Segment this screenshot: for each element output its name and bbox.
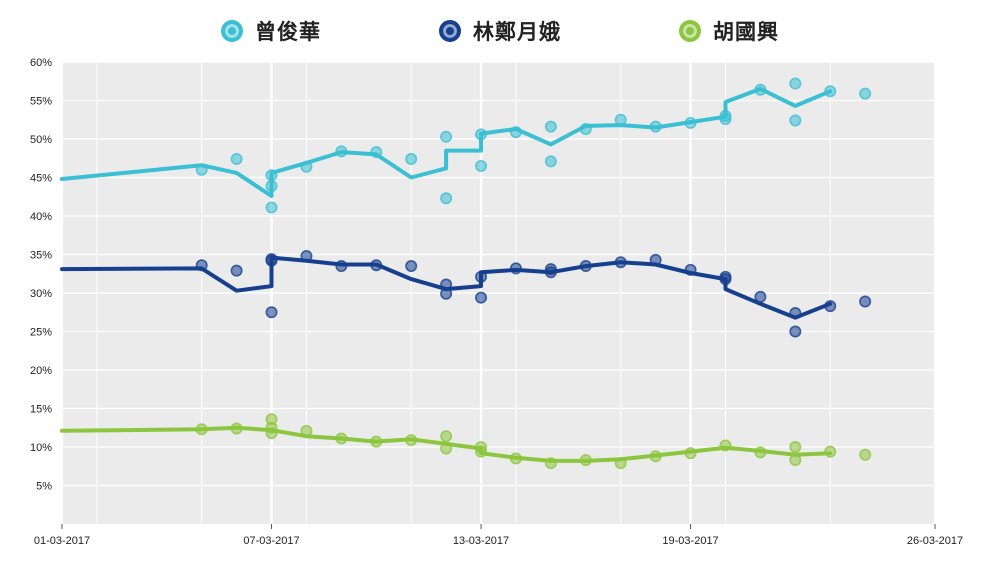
series-1-point-11 (475, 291, 488, 304)
series-1-line (60, 255, 833, 320)
series-1-point-26 (859, 295, 872, 308)
y-tick-label-8: 45% (30, 173, 52, 185)
series-0-line (60, 86, 833, 198)
legend-label-2: 胡國興 (713, 20, 779, 44)
legend-label-0: 曾俊華 (255, 20, 321, 44)
y-tick-label-11: 60% (30, 57, 52, 69)
series-0-point-9 (440, 192, 453, 205)
y-tick-label-10: 55% (30, 96, 52, 108)
series-0-point-26 (859, 87, 872, 100)
y-axis: 5% 10% 15% 20% 25% 30% 35% 40% 45% 50% 55% 60% (30, 57, 52, 493)
series-0-point-11 (475, 159, 488, 172)
series-2-point-24 (859, 448, 872, 461)
y-tick-label-2: 15% (30, 404, 52, 416)
series-1-point-8 (405, 260, 418, 273)
y-tick-label-0: 5% (36, 481, 52, 493)
y-tick-label-6: 35% (30, 250, 52, 262)
y-tick-label-4: 25% (30, 327, 52, 339)
x-tick-label-0: 01-03-2017 (34, 535, 90, 547)
series-1-point-1 (230, 264, 243, 277)
x-axis: 01-03-2017 07-03-2017 13-03-2017 19-03-2017… (34, 524, 963, 547)
series-layer (60, 77, 872, 470)
x-tick-label-4: 26-03-2017 (907, 535, 963, 547)
series-0-point-2 (265, 201, 278, 214)
series-0-point-23 (789, 114, 802, 127)
y-tick-label-3: 20% (30, 365, 52, 377)
series-0-point-8 (405, 153, 418, 166)
x-tick-label-3: 19-03-2017 (662, 535, 718, 547)
y-tick-label-1: 10% (30, 442, 52, 454)
series-0-point-1 (230, 153, 243, 166)
series-1-point-2 (265, 306, 278, 319)
y-tick-label-7: 40% (30, 211, 52, 223)
x-tick-label-1: 07-03-2017 (243, 535, 299, 547)
legend-swatch-2 (679, 20, 701, 42)
y-tick-label-9: 50% (30, 134, 52, 146)
legend-item-series-2[interactable]: 胡國興 (679, 16, 779, 46)
legend-item-series-0[interactable]: 曾俊華 (221, 16, 321, 46)
series-0 (60, 77, 872, 214)
series-0-point-15 (544, 120, 557, 133)
series-0-point-14 (544, 155, 557, 168)
legend-item-series-1[interactable]: 林鄭月娥 (439, 16, 561, 46)
legend-swatch-1 (439, 20, 461, 42)
series-1-point-23 (789, 325, 802, 338)
series-2-point-22 (789, 440, 802, 453)
series-2 (60, 413, 872, 470)
y-tick-label-5: 30% (30, 288, 52, 300)
legend-swatch-0 (221, 20, 243, 42)
series-1 (60, 250, 872, 338)
x-tick-label-2: 13-03-2017 (453, 535, 509, 547)
series-0-point-24 (789, 77, 802, 90)
legend-label-1: 林鄭月娥 (473, 20, 561, 44)
series-2-point-10 (440, 430, 453, 443)
legend: 曾俊華 林鄭月娥 胡國興 (0, 14, 1000, 48)
series-2-line (60, 425, 833, 463)
series-0-point-10 (440, 130, 453, 143)
